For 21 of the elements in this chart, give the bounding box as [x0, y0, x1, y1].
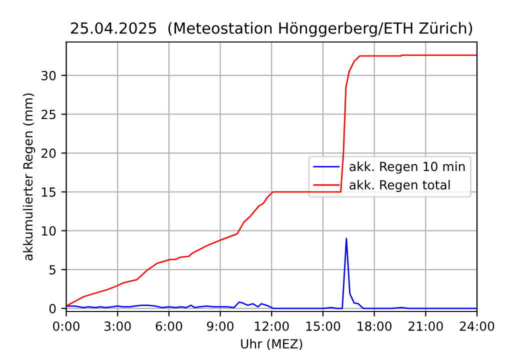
y-tick-label: 25	[42, 110, 56, 120]
x-tick-label: 3:00	[104, 321, 131, 331]
x-tick-label: 18:00	[358, 321, 392, 331]
x-tick-label: 9:00	[207, 321, 234, 331]
y-tick-label: 10	[42, 226, 56, 236]
legend-label: akk. Regen total	[350, 180, 450, 192]
y-tick-label: 15	[42, 188, 56, 197]
y-axis-title: akkumulierter Regen (mm)	[22, 93, 36, 260]
x-tick-label: 24:00	[460, 321, 494, 331]
legend-label: akk. Regen 10 min	[350, 162, 465, 174]
y-tick-label: 5	[50, 265, 56, 274]
x-tick-label: 15:00	[306, 321, 340, 331]
x-tick-label: 21:00	[408, 321, 443, 331]
y-tick-label: 0	[49, 304, 56, 314]
x-tick-label: 0:00	[53, 321, 80, 331]
x-axis-title: Uhr (MEZ)	[241, 338, 302, 350]
x-tick-label: 12:00	[254, 321, 289, 331]
x-tick-label: 6:00	[156, 321, 182, 331]
y-tick-label: 30	[42, 70, 56, 80]
y-tick-label: 20	[42, 148, 56, 158]
chart-title: 25.04.2025 (Meteostation Hönggerberg/ETH Zürich)	[70, 22, 472, 37]
